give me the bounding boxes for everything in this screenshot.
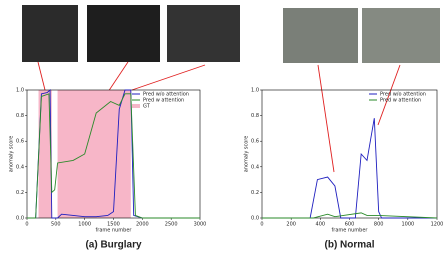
y-axis-label: anomaly score: [244, 136, 250, 173]
arrow: [318, 65, 334, 172]
caption: (a) Burglary: [85, 240, 142, 251]
legend-label: Pred w attention: [380, 98, 421, 104]
y-axis-label: anomaly score: [9, 136, 15, 173]
x-tick-label: 400: [316, 222, 326, 228]
x-tick-label: 0: [25, 222, 28, 228]
x-tick-label: 3000: [194, 222, 207, 228]
legend-swatch: [132, 104, 140, 108]
y-tick-label: 0.4: [251, 164, 259, 170]
x-tick-label: 2500: [165, 222, 178, 228]
x-tick-label: 2000: [136, 222, 149, 228]
photo: [283, 8, 358, 63]
x-axis-label: frame number: [96, 228, 133, 234]
y-tick-label: 0.2: [16, 190, 24, 196]
arrow: [38, 62, 45, 90]
x-tick-label: 500: [51, 222, 61, 228]
caption: (b) Normal: [325, 240, 375, 251]
x-tick-label: 200: [286, 222, 296, 228]
series-line: [262, 213, 437, 218]
x-axis-label: frame number: [332, 228, 369, 234]
y-tick-label: 0.0: [16, 216, 24, 222]
legend-label: GT: [143, 104, 151, 110]
photo: [22, 5, 78, 62]
y-tick-label: 1.0: [251, 88, 259, 94]
y-tick-label: 0.4: [16, 164, 24, 170]
x-tick-label: 800: [374, 222, 384, 228]
plot-frame: [262, 90, 437, 218]
x-tick-label: 1200: [431, 222, 444, 228]
photo: [87, 5, 160, 62]
x-tick-label: 1000: [78, 222, 91, 228]
y-tick-label: 1.0: [16, 88, 24, 94]
photos: [22, 5, 440, 63]
y-tick-label: 0.8: [16, 113, 24, 119]
series-line: [262, 118, 437, 218]
y-tick-label: 0.0: [251, 216, 259, 222]
y-tick-label: 0.6: [16, 139, 24, 145]
photo: [362, 8, 440, 63]
y-tick-label: 0.2: [251, 190, 259, 196]
y-tick-label: 0.6: [251, 139, 259, 145]
y-tick-label: 0.8: [251, 113, 259, 119]
figure: 0500100015002000250030000.00.20.40.60.81…: [0, 0, 445, 257]
x-tick-label: 0: [260, 222, 263, 228]
photo: [167, 5, 240, 62]
arrow: [132, 65, 205, 90]
x-tick-label: 1000: [401, 222, 414, 228]
gt-region: [58, 90, 131, 218]
